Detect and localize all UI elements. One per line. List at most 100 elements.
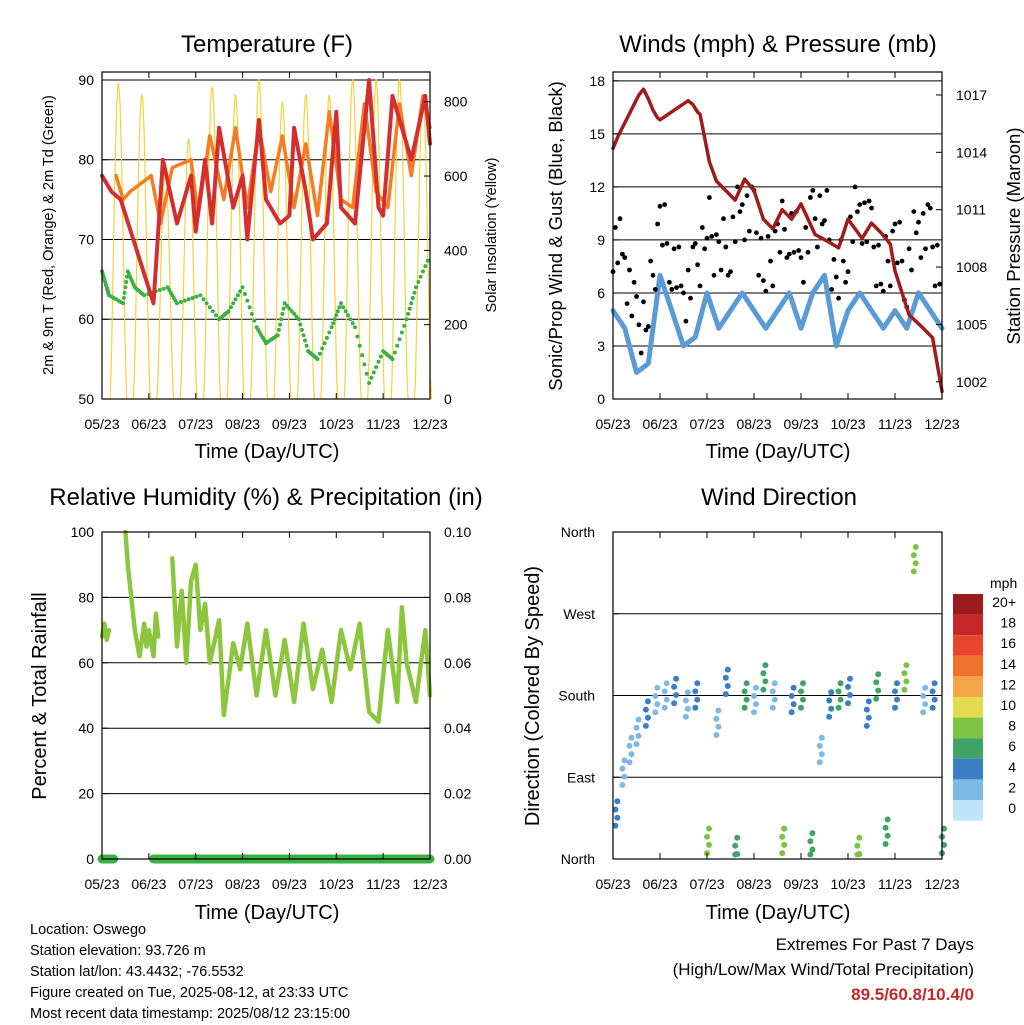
humidity-x-label: Time (Day/UTC) <box>195 902 340 924</box>
speed-legend-title: mph <box>990 575 1017 591</box>
direction-point <box>663 696 670 703</box>
dewpoint-point <box>214 313 218 318</box>
direction-point <box>903 662 910 669</box>
direction-point <box>642 706 649 713</box>
gust-point <box>918 255 924 260</box>
direction-point <box>809 830 816 837</box>
x-tick-label: 08/23 <box>225 876 260 892</box>
x-tick-label: 07/23 <box>689 876 724 892</box>
gust-point <box>742 237 747 243</box>
gust-point <box>850 239 856 245</box>
gust-point <box>716 239 722 245</box>
y-tick-label: 80 <box>78 589 94 605</box>
gust-point <box>930 244 935 250</box>
direction-point <box>713 732 720 738</box>
speed-legend-label: 20+ <box>992 594 1016 610</box>
recent-timestamp: Most recent data timestamp: 2025/08/12 2… <box>30 1006 351 1022</box>
gust-point <box>819 221 825 227</box>
direction-point <box>706 841 712 848</box>
gust-point <box>859 241 865 246</box>
gust-point <box>718 267 724 273</box>
direction-point <box>807 851 814 858</box>
y-tick-label: South <box>558 688 595 704</box>
y-tick-label: 0 <box>597 391 605 407</box>
gust-point <box>786 251 792 257</box>
speed-legend-label: 0 <box>1008 800 1016 816</box>
gust-point <box>739 202 745 208</box>
solar-insolation-line <box>249 79 268 400</box>
direction-point <box>684 689 691 696</box>
speed-legend-swatch <box>953 779 983 800</box>
dewpoint-point <box>350 321 355 326</box>
gust-point <box>831 257 837 262</box>
dewpoint-point <box>317 351 322 356</box>
t9m-line <box>114 94 432 226</box>
x-tick-label: 05/23 <box>595 876 630 892</box>
y2-tick-label: 600 <box>444 168 468 184</box>
dewpoint-point <box>201 297 206 302</box>
direction-point <box>652 709 659 716</box>
dewpoint-point <box>334 313 339 318</box>
gust-point <box>843 279 848 285</box>
direction-point <box>910 568 917 575</box>
gust-point <box>674 285 679 290</box>
speed-legend-swatch <box>953 738 983 759</box>
gust-point <box>815 244 820 250</box>
direction-data <box>612 544 947 858</box>
speed-legend-swatch <box>953 717 983 739</box>
gust-point <box>669 287 675 292</box>
speed-legend-label: 14 <box>1000 656 1016 672</box>
gust-point <box>897 219 903 225</box>
dewpoint-point <box>282 301 287 306</box>
dewpoint-point <box>412 290 417 295</box>
temperature-y2-label: Solar Insolation (Yellow) <box>484 157 500 312</box>
direction-point <box>671 700 678 707</box>
direction-point <box>920 709 927 716</box>
direction-point <box>835 704 842 711</box>
direction-point <box>882 824 889 831</box>
direction-point <box>901 686 908 693</box>
gust-point <box>871 244 877 250</box>
dewpoint-point <box>178 300 183 304</box>
station-info: Location: Oswego Station elevation: 93.7… <box>30 920 350 1025</box>
dewpoint-point <box>304 343 309 348</box>
direction-point <box>816 742 823 749</box>
speed-legend-swatch <box>953 758 983 780</box>
direction-point <box>771 680 778 687</box>
gust-point <box>857 202 863 208</box>
humidity-y-label: Percent & Total Rainfall <box>29 592 51 800</box>
direction-point <box>652 693 659 699</box>
gust-point <box>869 205 874 211</box>
direction-point <box>663 680 670 687</box>
direction-point <box>694 696 701 703</box>
gust-point <box>801 279 806 285</box>
gust-point <box>688 295 693 301</box>
x-tick-label: 09/23 <box>783 876 818 892</box>
dewpoint-point <box>190 296 195 300</box>
gust-point <box>810 188 816 193</box>
gust-point <box>878 281 884 287</box>
extremes-title: Extremes For Past 7 Days <box>775 935 974 954</box>
direction-point <box>626 742 633 749</box>
dewpoint-point <box>421 269 425 274</box>
winds-grid <box>613 80 942 400</box>
gust-point <box>732 239 738 245</box>
gust-point <box>699 225 705 230</box>
dewpoint-point <box>402 323 407 328</box>
dewpoint-point <box>182 298 187 303</box>
direction-point <box>743 680 750 687</box>
direction-point <box>644 698 651 705</box>
direction-point <box>614 814 621 821</box>
x-tick-label: 09/23 <box>272 416 307 432</box>
direction-point <box>692 704 699 711</box>
y2-tick-label: 0 <box>444 391 452 407</box>
speed-legend-swatch <box>953 635 983 656</box>
temperature-frame <box>101 71 431 400</box>
gust-point <box>761 278 766 283</box>
speed-legend-swatch <box>953 655 983 677</box>
dewpoint-point <box>315 357 320 362</box>
dewpoint-point <box>343 309 348 314</box>
solar-insolation-line <box>109 83 128 400</box>
gust-point <box>829 287 834 292</box>
x-tick-label: 10/23 <box>319 416 354 432</box>
